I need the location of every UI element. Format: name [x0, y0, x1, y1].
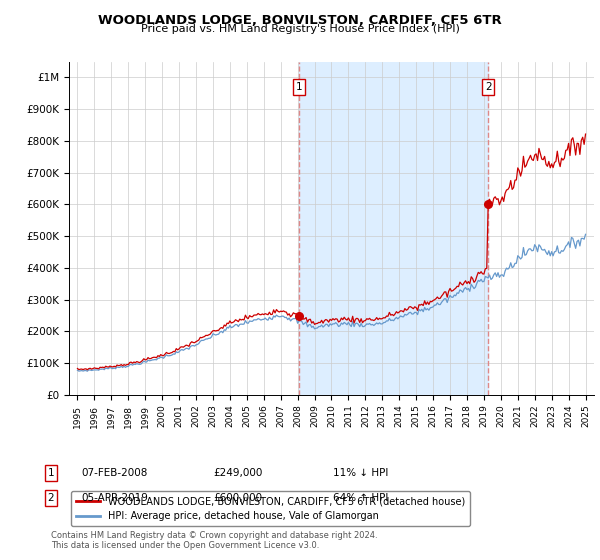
Text: 64% ↑ HPI: 64% ↑ HPI [333, 493, 388, 503]
Text: 05-APR-2019: 05-APR-2019 [81, 493, 148, 503]
Text: 2: 2 [485, 82, 491, 92]
Bar [299, 62, 488, 395]
Text: £600,000: £600,000 [213, 493, 262, 503]
Legend: WOODLANDS LODGE, BONVILSTON, CARDIFF, CF5 6TR (detached house), HPI: Average pri: WOODLANDS LODGE, BONVILSTON, CARDIFF, CF… [71, 491, 470, 526]
Text: Price paid vs. HM Land Registry's House Price Index (HPI): Price paid vs. HM Land Registry's House … [140, 24, 460, 34]
Text: Contains HM Land Registry data © Crown copyright and database right 2024.
This d: Contains HM Land Registry data © Crown c… [51, 530, 377, 550]
Text: 2: 2 [47, 493, 55, 503]
Text: 1: 1 [47, 468, 55, 478]
Text: £249,000: £249,000 [213, 468, 262, 478]
Text: 07-FEB-2008: 07-FEB-2008 [81, 468, 148, 478]
Text: 1: 1 [296, 82, 302, 92]
Text: WOODLANDS LODGE, BONVILSTON, CARDIFF, CF5 6TR: WOODLANDS LODGE, BONVILSTON, CARDIFF, CF… [98, 14, 502, 27]
Text: 11% ↓ HPI: 11% ↓ HPI [333, 468, 388, 478]
